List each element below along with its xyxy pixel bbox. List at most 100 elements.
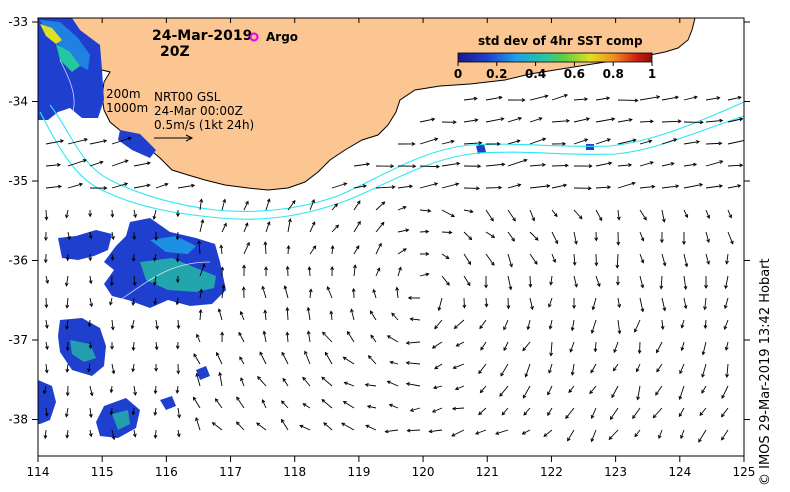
current-arrow xyxy=(617,297,622,309)
current-arrow xyxy=(660,319,665,330)
current-arrow xyxy=(88,341,93,350)
current-arrow xyxy=(44,407,49,417)
current-arrow xyxy=(397,205,407,211)
current-arrow xyxy=(265,198,271,211)
current-arrow xyxy=(548,363,553,374)
sst-patches xyxy=(38,18,594,438)
current-arrow xyxy=(529,253,538,265)
current-arrow xyxy=(683,120,704,125)
current-arrow xyxy=(617,138,637,145)
current-arrow xyxy=(572,297,576,310)
current-arrow xyxy=(551,93,569,101)
current-arrow xyxy=(353,184,367,189)
colorbar-title: std dev of 4hr SST comp xyxy=(478,34,643,48)
lon-tick-label: 115 xyxy=(91,465,114,479)
current-arrow xyxy=(109,407,114,416)
depth-200-label: 200m xyxy=(106,87,141,101)
current-arrow xyxy=(661,297,667,312)
current-arrow xyxy=(89,139,108,145)
current-arrow xyxy=(221,198,227,211)
date-title: 24-Mar-2019 xyxy=(152,28,252,44)
current-arrow xyxy=(329,310,334,321)
current-arrow xyxy=(109,275,114,287)
current-arrow xyxy=(419,164,441,169)
current-arrow xyxy=(131,341,136,352)
current-arrow xyxy=(551,209,558,218)
current-arrow xyxy=(331,224,340,233)
current-arrow xyxy=(324,351,333,365)
current-arrow xyxy=(721,429,729,441)
current-arrow xyxy=(572,253,577,266)
current-arrow xyxy=(198,309,203,321)
current-arrow xyxy=(323,422,333,431)
current-arrow xyxy=(331,203,338,211)
argo-legend-label: Argo xyxy=(266,30,298,44)
current-arrow xyxy=(705,184,723,189)
current-arrow xyxy=(155,182,169,189)
current-arrow xyxy=(463,118,479,123)
current-arrow xyxy=(723,319,729,330)
current-arrow xyxy=(639,231,645,242)
current-arrow xyxy=(724,341,729,351)
current-arrow xyxy=(110,209,115,218)
current-arrow xyxy=(176,429,181,438)
current-arrow xyxy=(221,222,227,233)
current-arrow xyxy=(65,363,70,373)
current-arrow xyxy=(703,297,707,311)
current-arrow xyxy=(701,341,707,356)
current-arrow xyxy=(590,363,597,374)
map-frame xyxy=(37,17,745,457)
current-arrow xyxy=(727,184,742,189)
current-arrow xyxy=(701,363,707,378)
current-arrow xyxy=(705,141,723,146)
current-arrow xyxy=(659,275,664,290)
current-arrow xyxy=(573,275,578,288)
current-arrow xyxy=(501,407,509,416)
current-arrow xyxy=(217,308,223,321)
lat-tick-label: -37 xyxy=(8,333,28,347)
current-arrow xyxy=(87,319,92,328)
current-arrow xyxy=(432,385,443,390)
current-arrow xyxy=(463,253,472,266)
current-arrow xyxy=(287,200,296,211)
current-arrow xyxy=(235,421,245,431)
current-arrow xyxy=(281,351,289,365)
current-arrow xyxy=(725,363,730,378)
current-arrow xyxy=(64,275,69,287)
current-arrow xyxy=(407,295,421,300)
current-arrow xyxy=(419,229,430,234)
current-arrow xyxy=(524,363,531,378)
current-arrow xyxy=(590,407,597,420)
current-arrow xyxy=(678,385,685,401)
current-arrow xyxy=(405,341,421,345)
lon-tick-label: 120 xyxy=(412,465,435,479)
current-arrow xyxy=(723,297,729,310)
current-arrow xyxy=(44,209,49,221)
current-arrow xyxy=(67,159,87,167)
current-arrow xyxy=(220,331,225,343)
current-arrow xyxy=(548,319,553,330)
current-arrow xyxy=(523,407,531,416)
current-arrow xyxy=(656,341,663,354)
current-arrow xyxy=(528,275,533,288)
lon-tick-label: 125 xyxy=(733,465,756,479)
current-arrow xyxy=(322,331,333,343)
current-arrow xyxy=(153,385,158,395)
current-arrow xyxy=(175,385,180,394)
current-arrow xyxy=(590,429,597,443)
current-arrow xyxy=(611,385,619,399)
current-arrow xyxy=(437,297,443,312)
current-arrow xyxy=(652,407,663,419)
current-arrow xyxy=(199,198,204,211)
current-arrow xyxy=(529,137,547,145)
isobath-200m xyxy=(49,101,744,213)
current-arrow xyxy=(727,117,744,123)
current-arrow xyxy=(463,231,473,241)
current-arrow xyxy=(441,230,453,235)
current-arrow xyxy=(441,209,455,217)
current-arrow xyxy=(503,341,509,352)
current-arrow xyxy=(485,231,496,238)
current-arrow xyxy=(683,209,689,219)
current-arrow xyxy=(88,275,93,285)
current-vectors xyxy=(42,93,744,443)
